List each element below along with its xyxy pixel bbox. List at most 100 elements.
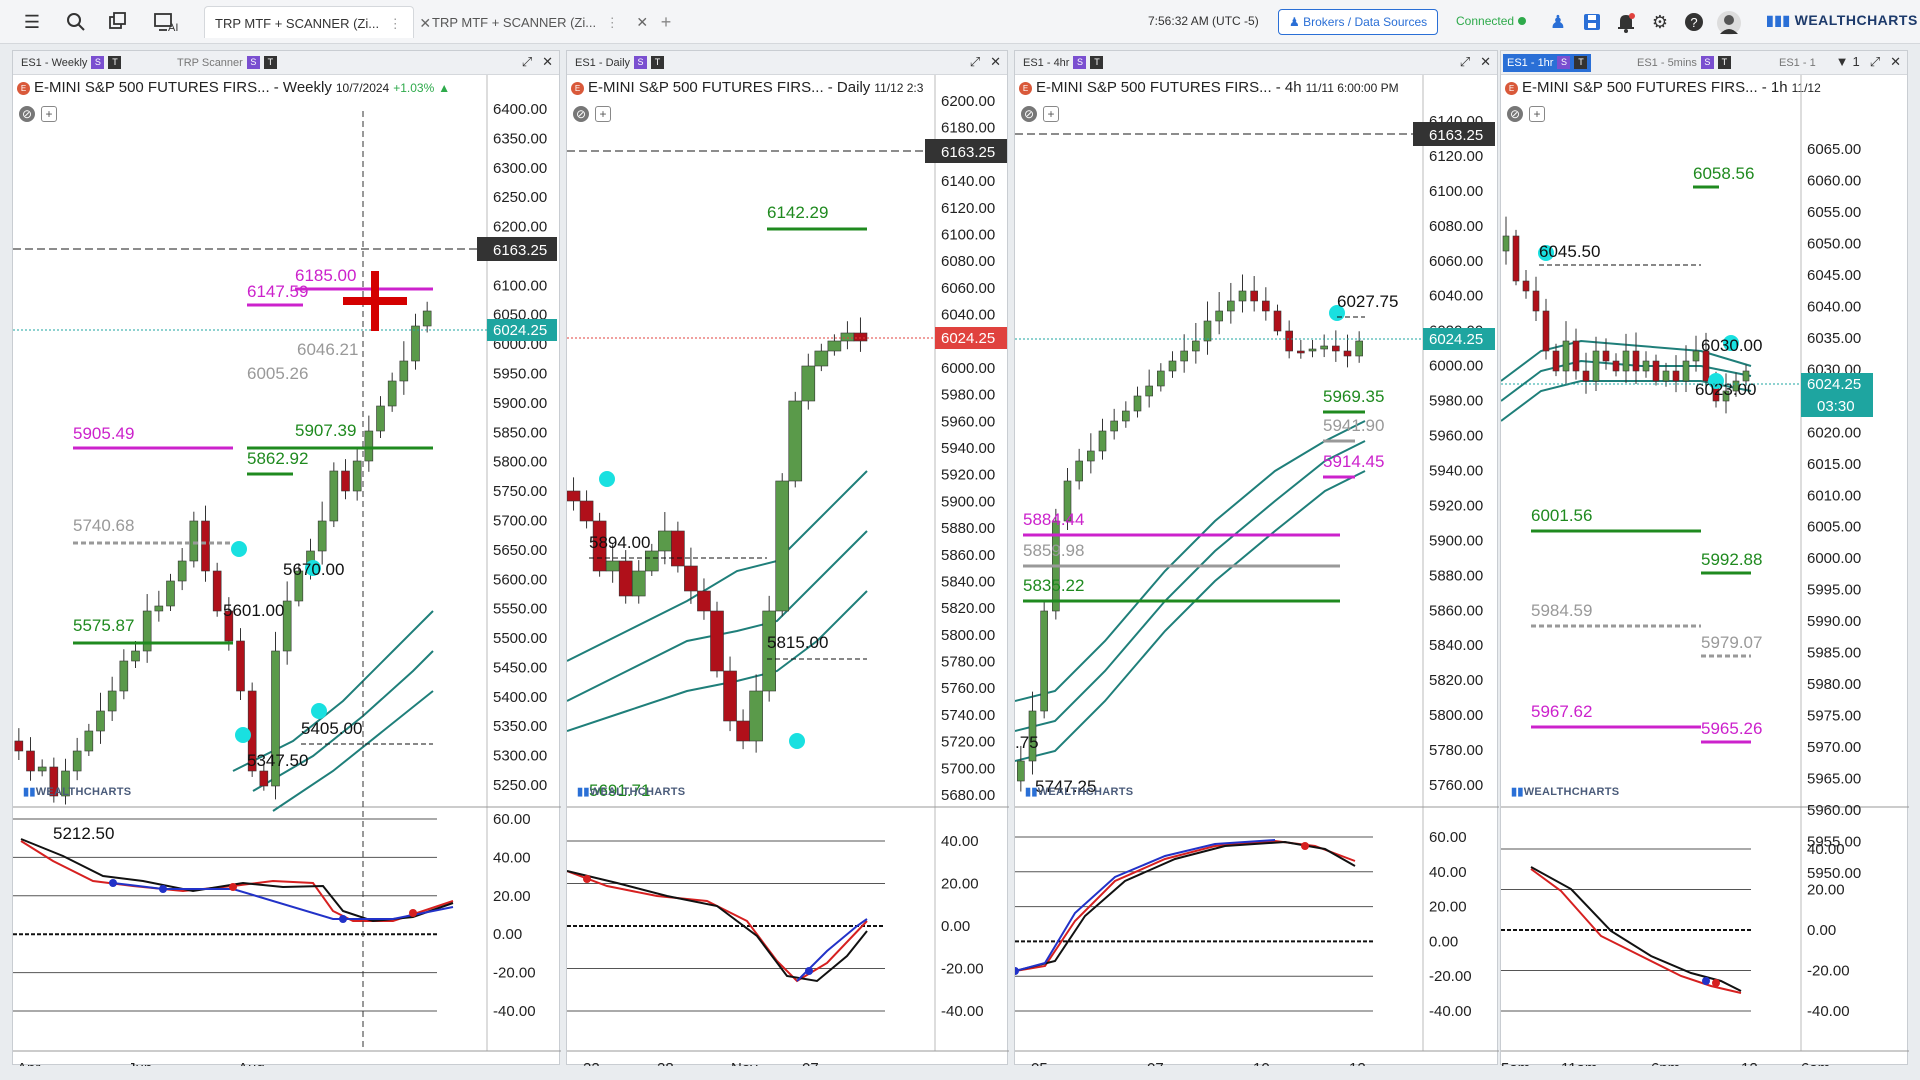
watermark: ▮▮WEALTHCHARTS [23, 785, 131, 798]
y-tick-label: 6040.00 [1429, 288, 1483, 305]
panel-tab-4hr[interactable]: ES1 - 4hr S T [1019, 54, 1107, 72]
candle-body [775, 480, 790, 612]
level-label: 5835.22 [1023, 576, 1084, 595]
close-icon[interactable]: ✕ [419, 15, 432, 31]
chart-canvas[interactable]: 6140.006120.006100.006080.006060.006040.… [1015, 51, 1499, 1066]
candle-body [1192, 340, 1200, 352]
panel-actions: ▼ 1 ⤢ ✕ [1826, 54, 1901, 70]
drag-handle-icon[interactable]: ⋮ [605, 15, 619, 30]
add-study-icon[interactable]: + [41, 106, 57, 122]
y-tick-label: 5800.00 [493, 454, 547, 471]
tab-layout-1[interactable]: TRP MTF + SCANNER (Zi... ⋮ ✕ [204, 6, 431, 38]
exchange-icon: E [571, 82, 584, 95]
x-tick-label: Apr [17, 1060, 40, 1066]
close-icon[interactable]: ✕ [636, 14, 649, 30]
panel-tab-daily[interactable]: ES1 - Daily S T [571, 54, 668, 72]
add-tab-icon[interactable]: + [660, 12, 672, 32]
logo-mark-icon: ▮▮ [23, 786, 36, 798]
layouts-icon[interactable] [106, 10, 130, 34]
chart-canvas[interactable]: 6400.006350.006300.006250.006200.006150.… [13, 51, 561, 1066]
gear-icon[interactable]: ⚙ [1651, 12, 1669, 32]
chart-canvas[interactable]: 6200.006180.006160.006140.006120.006100.… [567, 51, 1009, 1066]
add-study-icon[interactable]: + [1043, 106, 1059, 122]
level-label: 5740.68 [73, 516, 134, 535]
panel-tab-weekly[interactable]: ES1 - Weekly S T [17, 54, 125, 72]
symbol-title: E-MINI S&P 500 FUTURES FIRS... - Daily [588, 79, 871, 96]
level-label: 5979.07 [1701, 633, 1762, 652]
bell-icon[interactable] [1614, 10, 1638, 34]
y-tick-label: 6050.00 [1807, 235, 1861, 252]
search-icon[interactable] [64, 10, 88, 34]
candle-body [697, 590, 711, 612]
help-icon[interactable]: ? [1682, 10, 1706, 34]
close-icon[interactable]: ✕ [1480, 54, 1491, 69]
ai-icon[interactable]: AI [148, 10, 182, 34]
close-icon[interactable]: ✕ [542, 54, 553, 69]
tab-list-icon[interactable]: ▼ [1835, 54, 1849, 69]
panel-tab-label: TRP Scanner [177, 57, 243, 69]
status-dot-icon [1518, 17, 1527, 25]
candle-body [376, 405, 385, 432]
save-icon[interactable] [1580, 10, 1604, 34]
candle-body [710, 610, 724, 672]
candle-body [1332, 345, 1340, 352]
panel-tabs: ES1 - Daily S T ⤢ ✕ [567, 51, 1007, 75]
chart-controls: ⊘ + [19, 105, 63, 123]
close-icon[interactable]: ✕ [990, 54, 1001, 69]
hide-icon[interactable]: ⊘ [573, 106, 589, 122]
clock: 7:56:32 AM (UTC -5) [1148, 14, 1259, 28]
level-label: 5905.49 [73, 424, 134, 443]
osc-line-signal [1015, 839, 1276, 972]
maximize-icon[interactable]: ⤢ [1869, 54, 1881, 69]
candle-body [1532, 290, 1540, 312]
tab-layout-2[interactable]: TRP MTF + SCANNER (Zi... ⋮ ✕ [422, 6, 648, 38]
y-tick-label: 6250.00 [493, 189, 547, 206]
watermark-text: WEALTHCHARTS [1037, 786, 1134, 798]
candle-body [1028, 710, 1037, 762]
drag-handle-icon[interactable]: ⋮ [388, 16, 402, 31]
y-tick-label: 5995.00 [1807, 582, 1861, 599]
y-tick-label: 5940.00 [941, 440, 995, 457]
candle-body [1262, 300, 1270, 312]
osc-dot [583, 875, 591, 883]
hide-icon[interactable]: ⊘ [1021, 106, 1037, 122]
watermark-text: WEALTHCHARTS [589, 786, 686, 798]
close-icon[interactable]: ✕ [1890, 54, 1901, 69]
add-study-icon[interactable]: + [1529, 106, 1545, 122]
y-tick-label: 5950.00 [1807, 865, 1861, 882]
candle-body [131, 650, 140, 662]
level-label: 6142.29 [767, 203, 828, 222]
osc-line-signal [112, 882, 454, 920]
users-icon[interactable]: ♟ [1549, 12, 1567, 32]
candle-body [1285, 330, 1293, 352]
candle-body [592, 520, 607, 572]
hide-icon[interactable]: ⊘ [1507, 106, 1523, 122]
maximize-icon[interactable]: ⤢ [1459, 54, 1471, 69]
chart-canvas[interactable]: 6065.00 6060.00 6055.00 6050.00 6045.00 6040.… [1501, 51, 1909, 1066]
y-tick-label: 5800.00 [1429, 707, 1483, 724]
panel-tab-scanner[interactable]: TRP Scanner S T [173, 54, 281, 72]
y-tick-label: 5880.00 [1429, 567, 1483, 584]
level-label: 5941.90 [1323, 416, 1384, 435]
maximize-icon[interactable]: ⤢ [969, 54, 981, 69]
x-tick-label: 05 [1031, 1060, 1048, 1066]
menu-icon[interactable]: ☰ [23, 12, 41, 32]
candle-body [840, 332, 855, 342]
panel-tab-1hr[interactable]: ES1 - 1hr S T [1503, 54, 1592, 72]
hide-icon[interactable]: ⊘ [19, 106, 35, 122]
candle-body [1355, 340, 1363, 357]
brokers-button[interactable]: ♟ Brokers / Data Sources [1278, 9, 1439, 35]
signal-dot [305, 560, 321, 576]
panel-tab-5mins[interactable]: ES1 - 5mins S T [1633, 54, 1735, 72]
watermark: ▮▮WEALTHCHARTS [577, 785, 685, 798]
add-study-icon[interactable]: + [595, 106, 611, 122]
panel-tab-1[interactable]: ES1 - 1 [1775, 54, 1820, 72]
y-tick-label: 6080.00 [1429, 218, 1483, 235]
maximize-icon[interactable]: ⤢ [521, 54, 533, 69]
avatar[interactable] [1716, 10, 1741, 35]
osc-tick-label: -20.00 [493, 965, 536, 982]
candle-body [814, 350, 829, 367]
study-badge: S [1073, 56, 1087, 69]
last-price-value: 6024.25 [493, 322, 547, 339]
candle-body [1572, 340, 1580, 372]
